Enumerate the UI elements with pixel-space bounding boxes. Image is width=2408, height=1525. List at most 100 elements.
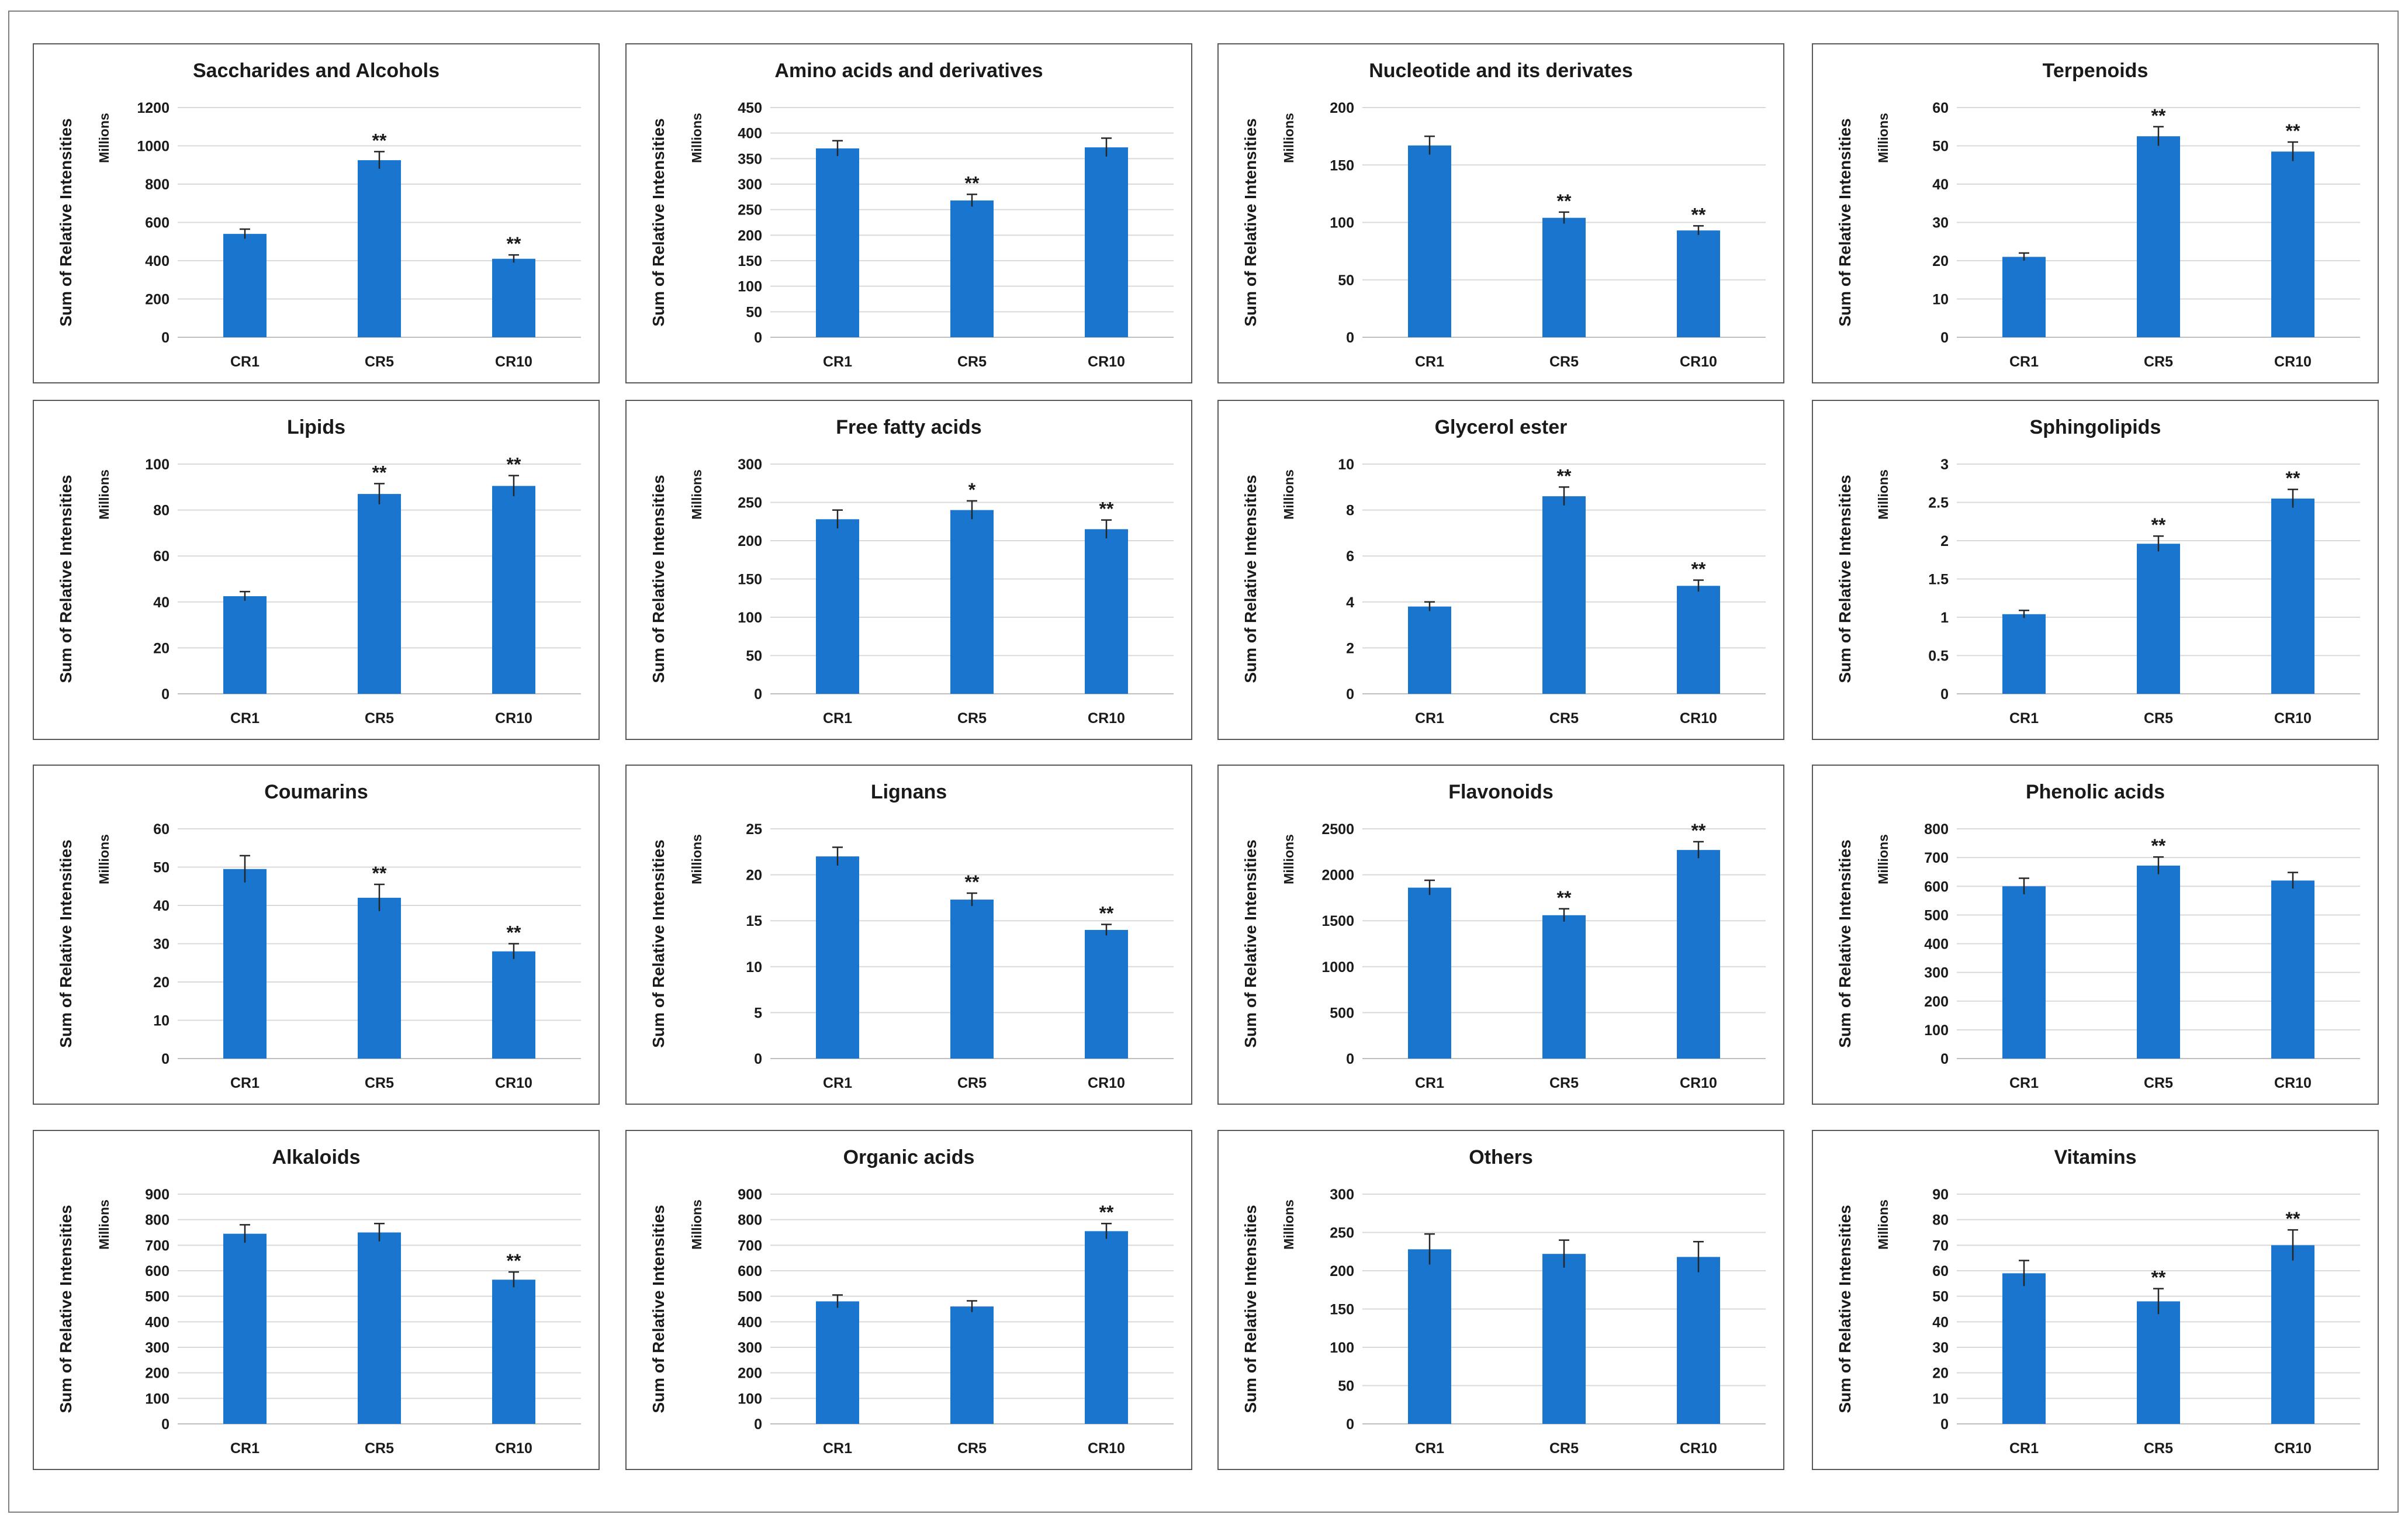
- y-axis-label: Sum of Relative Intensities: [57, 839, 75, 1047]
- bar: [1085, 147, 1128, 337]
- y-tick-label: 10: [1932, 292, 1949, 308]
- x-tick-label: CR10: [1680, 354, 1717, 370]
- x-tick-label: CR5: [365, 1075, 394, 1091]
- x-tick-label: CR5: [1549, 1440, 1579, 1457]
- y-axis-label: Sum of Relative Intensities: [1241, 839, 1260, 1047]
- significance-marker: **: [1099, 499, 1114, 520]
- y-tick-label: 700: [1924, 850, 1949, 866]
- unit-label: Millions: [1281, 1199, 1296, 1250]
- y-tick-label: 350: [738, 151, 762, 167]
- x-tick-label: CR10: [1680, 1075, 1717, 1091]
- chart-panel: Nucleotide and its derivates Sum of Relat…: [1217, 43, 1784, 383]
- y-tick-label: 150: [1330, 157, 1354, 174]
- bar: [1408, 1249, 1451, 1424]
- y-tick-label: 40: [153, 898, 169, 914]
- x-tick-label: CR10: [1088, 710, 1125, 727]
- x-tick-label: CR5: [1549, 1075, 1579, 1091]
- y-tick-label: 100: [1330, 215, 1354, 231]
- significance-marker: **: [1557, 191, 1572, 212]
- y-tick-label: 1200: [137, 100, 169, 116]
- y-tick-label: 300: [738, 177, 762, 193]
- bar: [358, 897, 401, 1059]
- unit-label: Millions: [1281, 834, 1296, 884]
- bar: [2137, 1301, 2180, 1424]
- y-tick-label: 20: [1932, 253, 1949, 269]
- y-tick-label: 200: [738, 1365, 762, 1382]
- y-tick-label: 2500: [1321, 821, 1354, 838]
- chart-title: Sphingolipids: [2030, 416, 2161, 438]
- chart-title: Phenolic acids: [2026, 781, 2165, 803]
- y-tick-label: 300: [1924, 965, 1949, 981]
- significance-marker: **: [507, 233, 521, 254]
- x-tick-label: CR1: [1415, 710, 1444, 727]
- x-tick-label: CR1: [230, 1075, 260, 1091]
- y-tick-label: 0: [1940, 1051, 1949, 1067]
- x-tick-label: CR1: [2009, 354, 2039, 370]
- chart-panel: Lipids Sum of Relative Intensities Million…: [33, 400, 600, 740]
- x-tick-label: CR1: [1415, 354, 1444, 370]
- chart-panel: Glycerol ester Sum of Relative Intensitie…: [1217, 400, 1784, 740]
- unit-label: Millions: [689, 834, 704, 884]
- x-tick-label: CR1: [1415, 1440, 1444, 1457]
- x-tick-label: CR10: [2274, 710, 2312, 727]
- significance-marker: **: [2151, 514, 2166, 535]
- x-tick-label: CR1: [230, 354, 260, 370]
- y-tick-label: 0: [1346, 686, 1354, 703]
- significance-marker: **: [2286, 120, 2300, 141]
- y-tick-label: 150: [1330, 1302, 1354, 1318]
- y-tick-label: 2000: [1321, 867, 1354, 884]
- bar: [1677, 230, 1720, 337]
- x-tick-label: CR1: [823, 354, 852, 370]
- y-tick-label: 3: [1940, 457, 1949, 473]
- bar: [223, 234, 267, 337]
- bar: [223, 1233, 267, 1424]
- y-tick-label: 0: [1940, 1416, 1949, 1433]
- chart-title: Saccharides and Alcohols: [193, 60, 440, 82]
- y-tick-label: 40: [1932, 177, 1949, 193]
- chart-panel: Alkaloids Sum of Relative Intensities Mill…: [33, 1130, 600, 1470]
- y-tick-label: 600: [145, 1263, 169, 1280]
- significance-marker: **: [2151, 1267, 2166, 1288]
- x-tick-label: CR5: [365, 710, 394, 727]
- bar: [2137, 865, 2180, 1059]
- y-tick-label: 800: [145, 177, 169, 193]
- bar: [1085, 929, 1128, 1059]
- y-tick-label: 80: [1932, 1212, 1949, 1229]
- y-tick-label: 0: [161, 1051, 169, 1067]
- y-tick-label: 450: [738, 100, 762, 116]
- bar: [1085, 1231, 1128, 1424]
- y-tick-label: 700: [738, 1237, 762, 1254]
- unit-label: Millions: [96, 834, 112, 884]
- chart-panel: Flavonoids Sum of Relative Intensities Mil…: [1217, 765, 1784, 1105]
- y-axis-label: Sum of Relative Intensities: [649, 118, 667, 326]
- y-tick-label: 400: [145, 1314, 169, 1330]
- chart-title: Vitamins: [2054, 1146, 2136, 1168]
- x-tick-label: CR1: [2009, 1440, 2039, 1457]
- chart-panel: Terpenoids Sum of Relative Intensities Mil…: [1812, 43, 2379, 383]
- chart-title: Terpenoids: [2043, 60, 2148, 82]
- y-tick-label: 200: [145, 1365, 169, 1382]
- bar: [2002, 1273, 2046, 1424]
- chart-panel: Free fatty acids Sum of Relative Intensit…: [625, 400, 1192, 740]
- y-tick-label: 400: [738, 126, 762, 142]
- bar: [492, 951, 535, 1059]
- y-tick-label: 200: [738, 227, 762, 244]
- bar: [816, 519, 859, 694]
- unit-label: Millions: [689, 1199, 704, 1250]
- unit-label: Millions: [1876, 1199, 1891, 1250]
- y-axis-label: Sum of Relative Intensities: [649, 1205, 667, 1413]
- y-tick-label: 10: [1338, 457, 1354, 473]
- bar: [492, 486, 535, 694]
- y-tick-label: 30: [153, 936, 169, 953]
- y-tick-label: 100: [1330, 1340, 1354, 1356]
- unit-label: Millions: [96, 1199, 112, 1250]
- bar: [1542, 217, 1586, 337]
- x-tick-label: CR5: [1549, 354, 1579, 370]
- y-tick-label: 70: [1932, 1237, 1949, 1254]
- x-tick-label: CR10: [495, 1075, 532, 1091]
- y-tick-label: 50: [1338, 1378, 1354, 1395]
- y-tick-label: 0: [754, 686, 762, 703]
- x-tick-label: CR1: [2009, 710, 2039, 727]
- chart-title: Coumarins: [264, 781, 368, 803]
- y-tick-label: 900: [145, 1187, 169, 1203]
